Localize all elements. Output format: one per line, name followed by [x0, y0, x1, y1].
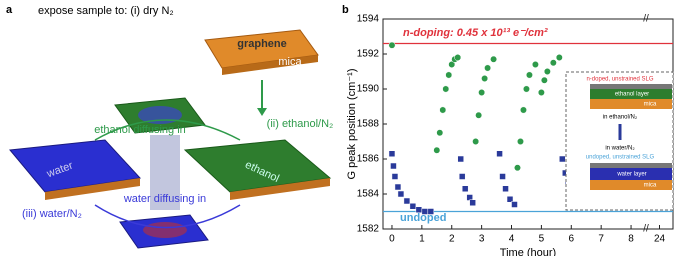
x-tick-label: 0 — [389, 234, 395, 245]
inset-text: in ethanol/N₂ — [603, 115, 638, 121]
x-tick-label: 4 — [509, 234, 515, 245]
data-point — [410, 203, 416, 209]
data-point — [490, 56, 496, 62]
data-point — [514, 165, 520, 171]
y-tick-label: 1582 — [357, 224, 380, 235]
data-point — [497, 151, 503, 157]
data-point — [422, 209, 428, 215]
inset-text: in water/N₂ — [605, 146, 635, 152]
x-tick-label: 24 — [654, 234, 666, 245]
data-point — [390, 163, 396, 169]
data-point — [470, 200, 476, 206]
data-point — [389, 42, 395, 48]
data-point — [517, 138, 523, 144]
y-tick-label: 1592 — [357, 49, 380, 60]
data-point — [455, 54, 461, 60]
x-tick-label: 2 — [449, 234, 455, 245]
data-point — [532, 61, 538, 67]
data-point — [440, 107, 446, 113]
panel-label: a — [6, 4, 13, 16]
graphene-layer — [590, 84, 672, 89]
data-point — [523, 86, 529, 92]
water-diffusing: water diffusing in — [123, 193, 206, 205]
data-point — [389, 151, 395, 157]
data-point — [443, 86, 449, 92]
axis-break: // — [643, 224, 649, 235]
data-point — [503, 186, 509, 192]
inset-text: water layer — [616, 172, 646, 178]
data-point — [481, 75, 487, 81]
graphene-label: graphene — [237, 38, 287, 50]
data-point — [395, 184, 401, 190]
data-point — [541, 77, 547, 83]
y-tick-label: 1584 — [357, 189, 380, 200]
mica-label: mica — [278, 56, 302, 68]
data-point — [437, 130, 443, 136]
x-tick-label: 1 — [419, 234, 425, 245]
x-tick-label: 3 — [479, 234, 485, 245]
y-tick-label: 1590 — [357, 84, 380, 95]
doping-annotation: n-doping: 0.45 x 10¹³ e⁻/cm² — [403, 27, 548, 39]
data-point — [462, 186, 468, 192]
data-point — [559, 156, 565, 162]
data-point — [478, 89, 484, 95]
ethanol-spot — [143, 222, 187, 238]
x-tick-label: 5 — [539, 234, 545, 245]
data-point — [538, 89, 544, 95]
data-point — [428, 209, 434, 215]
mica-layer — [590, 180, 672, 190]
inset-text: ethanol layer — [615, 92, 649, 98]
data-point — [392, 174, 398, 180]
data-point — [550, 60, 556, 66]
data-point — [500, 174, 506, 180]
x-tick-label: 7 — [598, 234, 604, 245]
graphene-layer — [590, 163, 672, 168]
data-point — [404, 198, 410, 204]
step-water: (iii) water/N₂ — [22, 208, 82, 220]
data-point — [458, 156, 464, 162]
ethanol-diffusing: ethanol diffusing in — [94, 124, 186, 136]
data-point — [556, 54, 562, 60]
data-point — [544, 68, 550, 74]
step-ethanol: (ii) ethanol/N₂ — [267, 118, 334, 130]
data-point — [416, 207, 422, 213]
data-point — [398, 191, 404, 197]
x-tick-label: 6 — [569, 234, 575, 245]
x-tick-label: 8 — [628, 234, 634, 245]
figure: a expose sample to: (i) dry N₂ graphene … — [0, 0, 675, 256]
inset-text: n-doped, unstrained SLG — [586, 77, 653, 83]
mica-layer — [590, 99, 672, 109]
data-point — [526, 72, 532, 78]
data-point — [520, 107, 526, 113]
data-point — [484, 65, 490, 71]
inset-text: undoped, unstrained SLG — [586, 155, 655, 161]
data-point — [475, 112, 481, 118]
x-axis-label: Time (hour) — [500, 247, 556, 256]
y-tick-label: 1586 — [357, 154, 380, 165]
data-point — [512, 202, 518, 208]
axis-break: // — [643, 14, 649, 25]
data-point — [446, 72, 452, 78]
inset-text: mica — [644, 102, 657, 108]
y-tick-label: 1594 — [357, 14, 380, 25]
data-point — [459, 174, 465, 180]
arrowhead — [257, 108, 267, 116]
data-point — [472, 138, 478, 144]
heading: expose sample to: (i) dry N₂ — [38, 5, 174, 17]
y-tick-label: 1588 — [357, 119, 380, 130]
inset-text: mica — [644, 183, 657, 189]
data-point — [434, 147, 440, 153]
panel-label: b — [342, 4, 349, 16]
